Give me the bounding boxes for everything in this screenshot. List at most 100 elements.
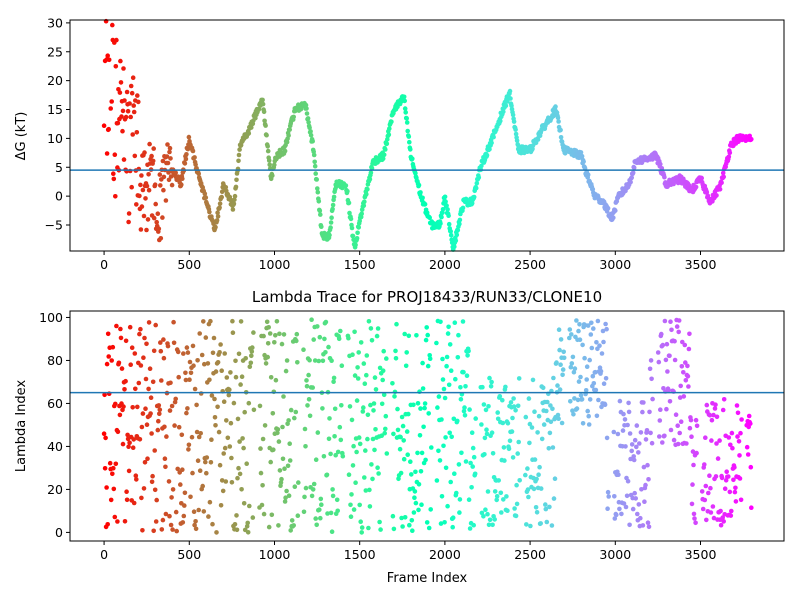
lambda-point [251, 330, 256, 335]
lambda-point [196, 434, 202, 440]
lambda-point [594, 413, 600, 419]
lambda-y-axis-label: Lambda Index [14, 380, 29, 473]
delta-g-point [446, 221, 452, 227]
lambda-point [707, 473, 712, 479]
lambda-point [233, 358, 238, 364]
lambda-point [266, 524, 272, 530]
lambda-point [304, 378, 309, 383]
lambda-point [363, 448, 368, 453]
lambda-point [458, 385, 463, 390]
lambda-y-tick-label: 0 [55, 525, 63, 540]
lambda-point [487, 517, 493, 523]
delta-g-point [260, 97, 265, 103]
delta-g-point [530, 146, 535, 152]
lambda-point [356, 350, 362, 355]
lambda-point [679, 364, 685, 369]
lambda-point [702, 497, 708, 503]
lambda-point [268, 375, 274, 380]
lambda-point [206, 514, 211, 519]
delta-g-point [160, 158, 166, 164]
lambda-point [351, 507, 357, 512]
lambda-point [113, 401, 118, 407]
delta-g-point [343, 183, 349, 188]
delta-g-point [613, 208, 618, 213]
delta-g-point [109, 99, 114, 104]
delta-g-point [152, 182, 158, 187]
lambda-point [445, 331, 451, 336]
delta-g-point [119, 114, 124, 119]
lambda-point [456, 332, 461, 338]
lambda-point [357, 441, 363, 447]
lambda-point [416, 482, 422, 487]
lambda-point [586, 422, 592, 427]
lambda-point [735, 410, 741, 416]
lambda-point [626, 409, 632, 415]
lambda-y-ticks: 0 20 40 60 80 100 [39, 310, 70, 540]
lambda-point [547, 430, 553, 436]
delta-g-point [362, 199, 367, 205]
lambda-point [656, 359, 662, 365]
delta-g-point [416, 182, 422, 188]
lambda-point [449, 434, 455, 440]
delta-g-point [272, 162, 277, 168]
lambda-point [589, 345, 595, 351]
lambda-point [147, 366, 153, 372]
lambda-point [586, 413, 591, 419]
delta-g-point [440, 207, 446, 212]
delta-g-point [471, 194, 477, 200]
lambda-point [330, 487, 335, 492]
delta-g-x-tick-label: 3000 [599, 257, 631, 272]
delta-g-point [348, 216, 354, 222]
delta-g-point [318, 212, 323, 217]
lambda-point [381, 392, 387, 398]
lambda-point [391, 526, 397, 532]
lambda-point [275, 430, 280, 436]
lambda-point [632, 490, 637, 496]
lambda-point [313, 516, 319, 521]
delta-g-point [328, 220, 334, 225]
lambda-point [361, 405, 366, 410]
lambda-point [533, 505, 539, 510]
lambda-point [627, 431, 633, 436]
lambda-point [719, 475, 725, 481]
delta-g-point [484, 152, 490, 158]
lambda-point [557, 387, 563, 392]
delta-g-point [389, 119, 394, 125]
lambda-point [524, 522, 529, 527]
lambda-point [240, 436, 245, 441]
lambda-point [424, 520, 430, 525]
lambda-point [645, 520, 651, 525]
lambda-point [143, 406, 148, 412]
lambda-point [601, 381, 607, 387]
lambda-point [352, 373, 358, 378]
lambda-point [729, 430, 735, 436]
lambda-point [570, 408, 575, 414]
lambda-point [692, 516, 697, 521]
delta-g-point [476, 175, 482, 180]
delta-g-point [153, 201, 158, 207]
delta-g-point [385, 137, 390, 142]
lambda-point [359, 530, 365, 535]
delta-g-point [418, 190, 423, 195]
lambda-point [622, 417, 628, 422]
lambda-point [738, 430, 743, 436]
lambda-point [723, 478, 729, 483]
lambda-point [380, 377, 386, 383]
lambda-point [309, 317, 314, 323]
delta-g-point [312, 159, 318, 165]
lambda-point [471, 454, 477, 460]
lambda-point [704, 517, 709, 523]
lambda-axes-frame [69, 310, 785, 542]
delta-g-point [452, 244, 457, 249]
delta-g-point [513, 127, 518, 132]
lambda-point [185, 350, 191, 355]
lambda-point [600, 328, 606, 334]
lambda-point [301, 509, 307, 515]
lambda-point [333, 452, 339, 458]
lambda-point [721, 519, 726, 524]
lambda-point [167, 408, 173, 413]
delta-g-point [237, 147, 242, 152]
lambda-point [528, 523, 533, 529]
lambda-point [209, 393, 215, 398]
lambda-point [657, 434, 662, 439]
